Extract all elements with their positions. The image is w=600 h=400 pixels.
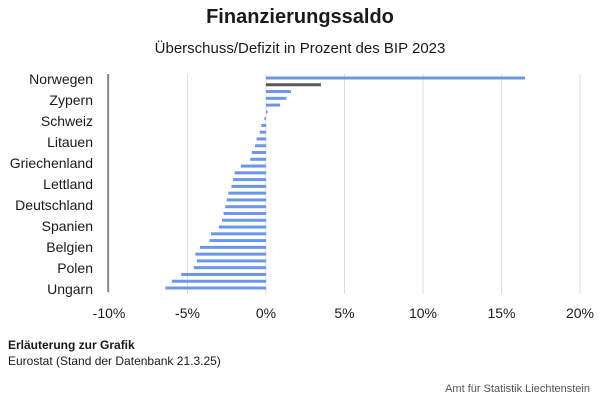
x-tick-label: 10% — [409, 305, 437, 321]
bar — [266, 110, 268, 114]
bar — [266, 76, 526, 80]
bar — [209, 239, 266, 243]
bar — [193, 266, 266, 270]
bar — [261, 123, 266, 127]
category-label: Spanien — [42, 218, 93, 234]
category-label: Litauen — [47, 134, 93, 150]
x-tick-labels: -10% -5% 0% 5% 10% 15% 20% — [93, 305, 594, 321]
note-title: Erläuterung zur Grafik — [8, 338, 135, 352]
bar — [266, 103, 281, 107]
bar — [165, 286, 266, 290]
x-tick-label: -10% — [93, 305, 126, 321]
x-tick-label: 0% — [256, 305, 276, 321]
bar — [225, 205, 266, 209]
x-tick-label: 20% — [566, 305, 594, 321]
category-label: Schweiz — [41, 113, 93, 129]
chart-subtitle: Überschuss/Defizit in Prozent des BIP 20… — [154, 40, 446, 57]
bar — [171, 279, 266, 283]
bar — [211, 232, 266, 236]
category-label: Griechenland — [10, 155, 93, 171]
bar — [233, 178, 266, 182]
category-label: Belgien — [46, 239, 93, 255]
bar — [240, 164, 266, 168]
category-labels: Norwegen Zypern Schweiz Litauen Griechenland… — [10, 71, 93, 297]
bar — [195, 252, 266, 256]
category-label: Norwegen — [29, 71, 93, 87]
bar — [218, 225, 266, 229]
bar — [259, 130, 266, 134]
bar — [222, 218, 266, 222]
chart-title: Finanzierungssaldo — [206, 6, 394, 28]
bar — [181, 272, 266, 276]
category-label: Zypern — [49, 92, 93, 108]
bar — [255, 144, 266, 148]
x-tick-label: 5% — [334, 305, 354, 321]
bar — [251, 151, 266, 155]
category-label: Polen — [57, 260, 93, 276]
bar — [266, 96, 287, 100]
bar — [231, 184, 266, 188]
bar — [256, 137, 266, 141]
bar — [228, 191, 266, 195]
bar — [266, 83, 321, 87]
bar — [266, 90, 292, 94]
bar — [223, 211, 266, 215]
bar — [234, 171, 266, 175]
bar — [196, 259, 266, 263]
note-text: Eurostat (Stand der Datenbank 21.3.25) — [8, 354, 221, 368]
bar — [264, 117, 266, 121]
category-label: Ungarn — [47, 281, 93, 297]
bar — [250, 157, 266, 161]
grid-lines — [107, 74, 581, 294]
source-credit: Amt für Statistik Liechtenstein — [445, 383, 590, 395]
category-label: Lettland — [43, 176, 93, 192]
category-label: Deutschland — [15, 197, 93, 213]
x-tick-label: -5% — [175, 305, 200, 321]
bar — [226, 198, 266, 202]
bar — [200, 245, 266, 249]
bars — [165, 76, 526, 290]
x-tick-label: 15% — [487, 305, 515, 321]
